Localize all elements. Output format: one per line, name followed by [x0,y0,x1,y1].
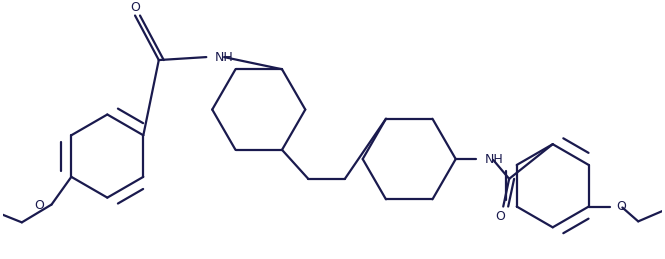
Text: NH: NH [484,153,503,166]
Text: NH: NH [215,51,234,64]
Text: O: O [616,200,626,213]
Text: O: O [130,1,140,14]
Text: O: O [495,210,505,223]
Text: O: O [35,199,45,212]
